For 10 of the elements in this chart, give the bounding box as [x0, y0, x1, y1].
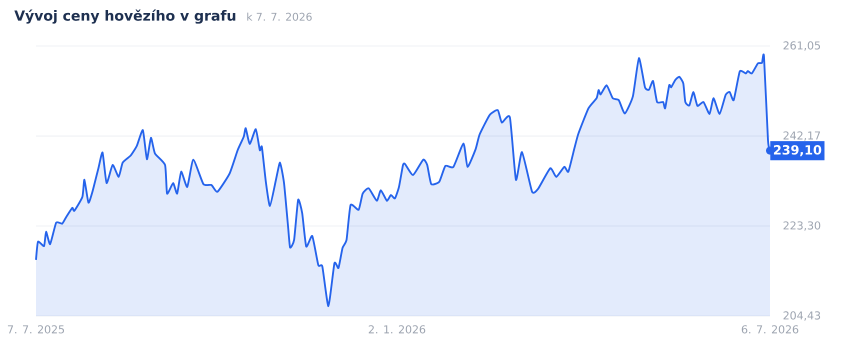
- y-tick-label: 261,05: [784, 41, 820, 51]
- y-tick-label: 242,17: [784, 131, 820, 141]
- y-tick-label: 223,30: [784, 221, 820, 231]
- x-tick-label: 6. 7. 2026: [742, 325, 798, 334]
- x-tick-label: 7. 7. 2025: [8, 325, 64, 334]
- annotation: 239,10: [774, 145, 822, 156]
- y-tick-label: 204,43: [784, 311, 820, 321]
- chart-title: Vývoj ceny hovězího v grafu: [14, 9, 236, 24]
- chart-subtitle: k 7. 7. 2026: [247, 12, 312, 21]
- x-tick-label: 2. 1. 2026: [368, 325, 426, 334]
